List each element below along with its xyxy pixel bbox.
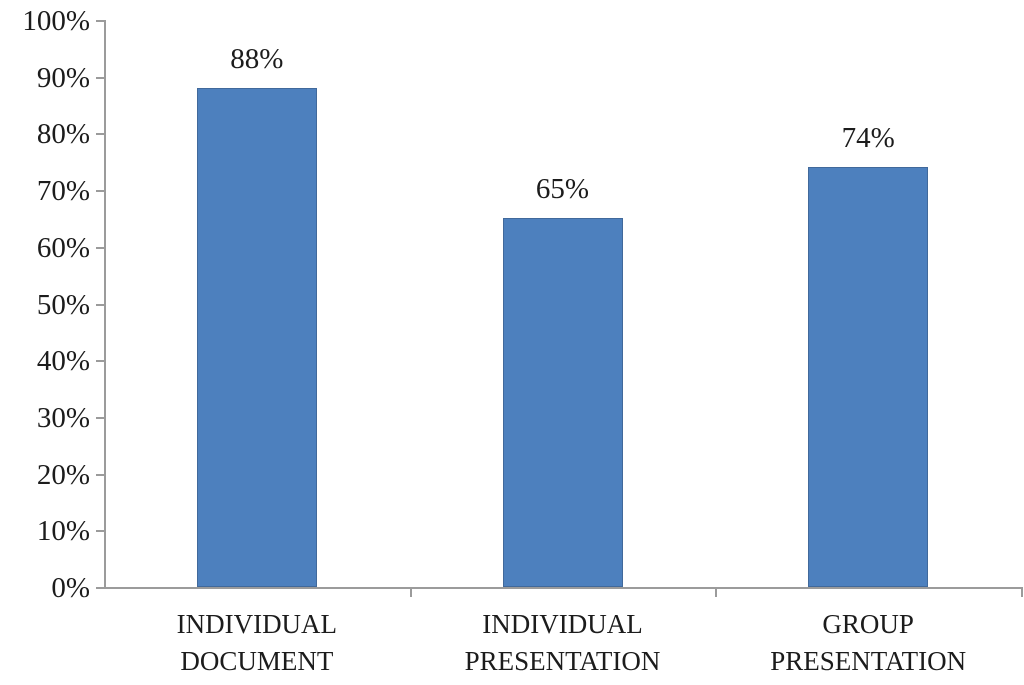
y-axis-line bbox=[104, 20, 106, 589]
y-tick-mark bbox=[96, 587, 105, 589]
y-tick-label: 70% bbox=[36, 175, 90, 208]
bar-value-label: 88% bbox=[230, 43, 284, 76]
y-tick-mark bbox=[96, 530, 105, 533]
y-tick-label: 100% bbox=[22, 5, 90, 37]
y-tick-label: 0% bbox=[51, 572, 90, 604]
y-tick-label: 10% bbox=[36, 515, 90, 548]
category-label-line: PRESENTATION bbox=[770, 646, 967, 676]
category-label: GROUP PRESENTATION bbox=[715, 606, 1021, 680]
bar bbox=[196, 88, 317, 587]
category-label-line: PRESENTATION bbox=[464, 646, 661, 676]
y-tick-label: 60% bbox=[36, 231, 90, 264]
category-label-line: DOCUMENT bbox=[180, 646, 334, 676]
category-label: INDIVIDUAL PRESENTATION bbox=[410, 606, 716, 680]
y-tick-mark bbox=[96, 360, 105, 363]
y-tick-label: 30% bbox=[36, 401, 90, 434]
y-tick-mark bbox=[96, 76, 105, 79]
y-tick-mark bbox=[96, 303, 105, 306]
bar-value-label: 74% bbox=[841, 122, 895, 155]
y-tick-label: 20% bbox=[36, 458, 90, 491]
y-tick-mark bbox=[96, 190, 105, 193]
x-tick-mark bbox=[715, 587, 718, 597]
y-tick-mark bbox=[96, 133, 105, 136]
y-tick-label: 80% bbox=[36, 118, 90, 151]
bar-value-label: 65% bbox=[535, 173, 590, 206]
bar bbox=[808, 167, 929, 587]
x-tick-mark bbox=[1021, 587, 1023, 597]
y-tick-mark bbox=[96, 473, 105, 476]
y-tick-mark bbox=[96, 246, 105, 249]
y-tick-label: 40% bbox=[36, 345, 90, 378]
x-tick-mark bbox=[409, 587, 412, 597]
category-label-line: GROUP bbox=[822, 609, 914, 639]
y-tick-mark bbox=[96, 416, 105, 419]
y-tick-mark bbox=[96, 20, 105, 22]
category-label-line: INDIVIDUAL bbox=[176, 609, 338, 639]
category-label: INDIVIDUAL DOCUMENT bbox=[104, 606, 410, 680]
y-tick-label: 50% bbox=[36, 288, 90, 321]
y-tick-label: 90% bbox=[36, 61, 90, 94]
bar bbox=[502, 218, 623, 587]
x-axis-line bbox=[104, 587, 1023, 589]
category-label-line: INDIVIDUAL bbox=[482, 609, 643, 639]
